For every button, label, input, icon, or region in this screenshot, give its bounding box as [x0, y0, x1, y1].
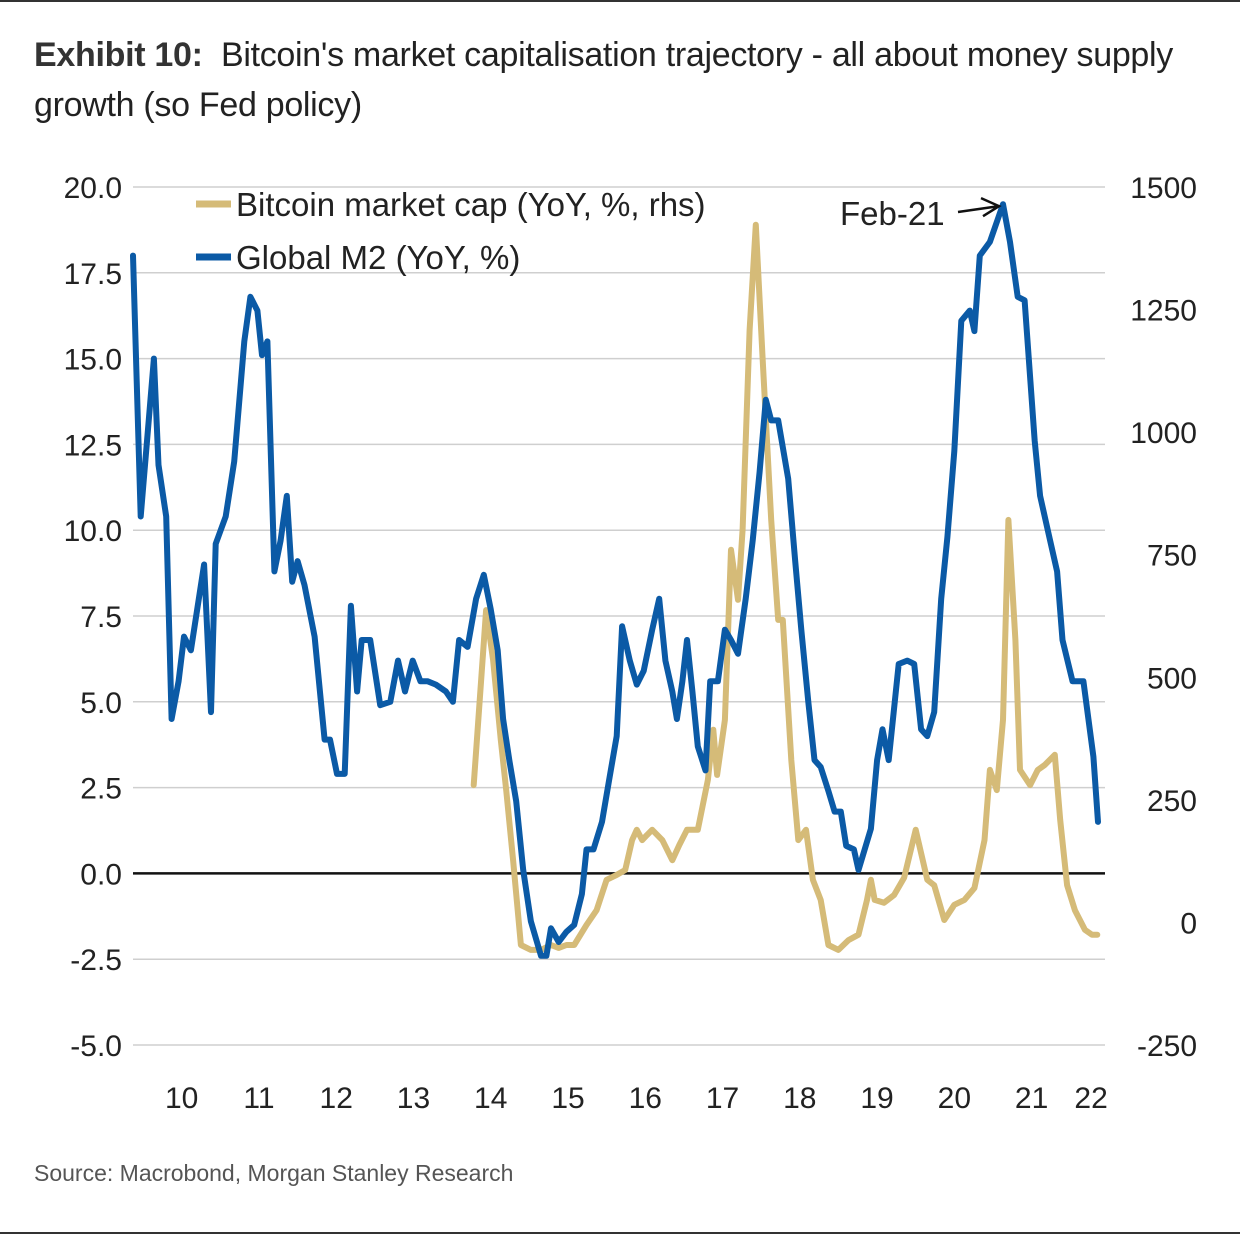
y-left-tick-label: 12.5 — [64, 429, 122, 462]
y-left-tick-label: -5.0 — [70, 1030, 122, 1063]
y-right-tick-label: 1250 — [1130, 295, 1197, 328]
chart-title: Exhibit 10: Bitcoin's market capitalisat… — [34, 30, 1224, 130]
x-tick-label: 10 — [165, 1082, 198, 1115]
legend-label: Global M2 (YoY, %) — [236, 239, 520, 276]
x-tick-label: 15 — [551, 1082, 584, 1115]
source-note: Source: Macrobond, Morgan Stanley Resear… — [34, 1160, 514, 1186]
x-tick-label: 22 — [1074, 1082, 1107, 1115]
y-left-tick-label: 10.0 — [64, 515, 122, 548]
annotation-label: Feb-21 — [840, 195, 945, 232]
y-right-tick-label: 1000 — [1130, 417, 1197, 450]
exhibit-label: Exhibit 10: — [34, 36, 203, 74]
x-tick-label: 19 — [860, 1082, 893, 1115]
y-left-tick-label: 2.5 — [80, 773, 122, 806]
y-left-tick-label: -2.5 — [70, 944, 122, 977]
x-tick-label: 21 — [1015, 1082, 1048, 1115]
y-right-tick-label: 1500 — [1130, 172, 1197, 205]
y-left-tick-label: 15.0 — [64, 344, 122, 377]
y-left-tick-label: 5.0 — [80, 687, 122, 720]
x-tick-label: 17 — [706, 1082, 739, 1115]
y-left-tick-label: 0.0 — [80, 858, 122, 891]
y-right-tick-label: 750 — [1147, 540, 1197, 573]
y-right-tick-label: 500 — [1147, 662, 1197, 695]
x-tick-label: 12 — [320, 1082, 353, 1115]
title-text: Bitcoin's market capitalisation trajecto… — [34, 36, 1173, 124]
x-tick-label: 16 — [629, 1082, 662, 1115]
y-left-tick-label: 7.5 — [80, 601, 122, 634]
x-tick-label: 14 — [474, 1082, 507, 1115]
y-right-tick-label: 250 — [1147, 785, 1197, 818]
global-m2-line — [130, 201, 1101, 959]
x-tick-label: 18 — [783, 1082, 816, 1115]
legend-label: Bitcoin market cap (YoY, %, rhs) — [236, 186, 706, 223]
bitcoin-market-cap-line — [470, 221, 1101, 953]
y-left-tick-label: 20.0 — [64, 172, 122, 205]
x-tick-label: 11 — [243, 1082, 274, 1115]
y-right-tick-label: -250 — [1137, 1030, 1197, 1063]
y-left-tick-label: 17.5 — [64, 258, 122, 291]
x-tick-label: 13 — [397, 1082, 430, 1115]
x-tick-label: 20 — [938, 1082, 971, 1115]
annotation-arrow-icon — [957, 197, 1002, 218]
y-right-tick-label: 0 — [1180, 907, 1197, 940]
